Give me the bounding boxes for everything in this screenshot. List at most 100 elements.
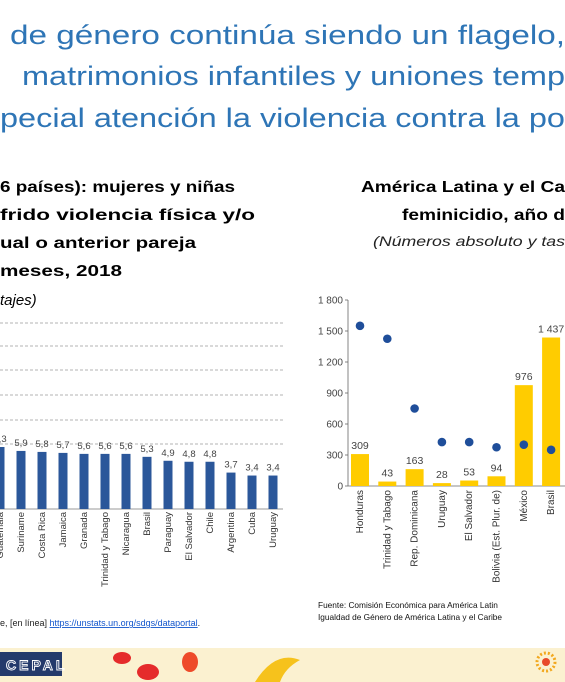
sun-icon — [535, 651, 557, 673]
decor — [113, 652, 131, 664]
value-label: 5,9 — [14, 438, 27, 449]
bar — [205, 461, 215, 509]
slide-title: pecial atención la violencia contra la p… — [0, 103, 565, 133]
value-label: 4,9 — [161, 448, 174, 459]
y-tick-label: 1 500 — [318, 327, 343, 338]
x-tick-label: Trinidad y Tabago — [382, 490, 393, 569]
bar — [100, 453, 110, 509]
x-tick-label: Rep. Dominicana — [410, 490, 421, 567]
bar — [542, 337, 561, 486]
bar — [79, 453, 89, 509]
chart-title: frido violencia física y/o — [0, 207, 255, 224]
source-text: e, [en línea] — [0, 618, 50, 628]
value-label: 94 — [491, 462, 503, 474]
bar — [268, 475, 278, 509]
x-tick-label: Jamaica — [58, 511, 69, 547]
bar — [58, 452, 68, 509]
value-label: 43 — [381, 468, 393, 480]
bar — [487, 476, 506, 486]
logo-box — [0, 652, 62, 676]
value-label: 3,4 — [245, 463, 258, 474]
x-tick-label: Paraguay — [163, 512, 174, 553]
x-tick-label: Costa Rica — [37, 511, 48, 558]
y-tick-label: 0 — [337, 482, 343, 493]
value-label: 5,6 — [77, 441, 90, 452]
x-tick-label: Bolivia (Est. Plur. de) — [492, 490, 503, 583]
y-tick-label: 900 — [326, 389, 343, 400]
bar — [0, 446, 5, 509]
source: e, [en línea] https://unstats.un.org/sdg… — [0, 618, 200, 628]
value-label: 1 437 — [538, 324, 564, 336]
x-tick-label: Nicaragua — [121, 511, 132, 555]
chart-subtitle: (Números absoluto y tas — [373, 233, 565, 249]
rate-dot — [546, 445, 556, 455]
x-tick-label: El Salvador — [184, 512, 195, 561]
x-tick-label: Granada — [79, 511, 90, 549]
x-tick-label: El Salvador — [464, 489, 475, 541]
chart-title: 6 países): mujeres y niñas — [0, 179, 235, 196]
bar — [432, 483, 451, 486]
x-tick-label: Guatemala — [0, 511, 6, 558]
value-label: 28 — [436, 469, 448, 481]
x-tick-label: Uruguay — [437, 490, 448, 528]
bar — [16, 450, 26, 509]
rate-dot — [383, 334, 392, 344]
chart-title: feminicidio, año d — [402, 207, 565, 224]
guide-lines — [0, 322, 283, 445]
value-label: 5,6 — [98, 441, 111, 452]
value-label: 53 — [463, 467, 475, 479]
source: Fuente: Comisión Económica para América … — [318, 600, 498, 610]
bar — [405, 469, 424, 486]
x-tick-label: México — [519, 490, 530, 522]
x-tick-label: Argentina — [226, 511, 237, 552]
slide-title: de género continúa siendo un flagelo, — [10, 20, 565, 50]
source: Igualdad de Género de América Latina y e… — [318, 612, 502, 622]
value-label: 4,8 — [182, 449, 195, 460]
decor — [255, 657, 300, 682]
bar — [184, 461, 194, 509]
value-label: 5,6 — [119, 441, 132, 452]
bar — [351, 454, 369, 486]
source-text: . — [198, 618, 201, 628]
bar — [142, 456, 152, 509]
bar — [121, 453, 131, 509]
rate-dot — [519, 440, 529, 449]
decor — [137, 664, 159, 680]
value-label: 3,7 — [224, 460, 237, 471]
x-tick-label: Brasil — [142, 512, 153, 536]
bar — [247, 475, 257, 509]
value-label: 5,7 — [56, 440, 69, 451]
x-tick-label: Trinidad y Tabago — [100, 512, 111, 587]
value-label: 4,8 — [203, 449, 216, 460]
x-tick-label: Honduras — [355, 490, 366, 533]
rate-dot — [410, 404, 419, 413]
y-tick-label: 1 200 — [318, 358, 343, 369]
x-tick-label: Uruguay — [268, 512, 279, 548]
rate-dot — [437, 437, 447, 447]
logo: CEPAL — [6, 657, 67, 673]
y-tick-label: 300 — [326, 451, 343, 462]
value-label: 5,8 — [35, 439, 48, 450]
x-tick-label: Chile — [205, 512, 216, 534]
rate-dot — [355, 321, 365, 331]
bar — [163, 460, 173, 509]
decor — [182, 652, 198, 672]
rate-dot — [464, 437, 474, 447]
source-link[interactable]: https://unstats.un.org/sdgs/dataportal — [50, 618, 198, 628]
x-tick-label: Cuba — [247, 511, 258, 534]
value-label: 5,3 — [140, 444, 153, 455]
value-label: 3,4 — [266, 463, 279, 474]
value-label: 6,3 — [0, 434, 7, 445]
slide-title: matrimonios infantiles y uniones temp — [22, 61, 565, 91]
chart-subtitle: tajes) — [0, 292, 37, 309]
y-tick-label: 1 800 — [318, 296, 343, 307]
bar — [514, 385, 533, 486]
value-label: 976 — [515, 371, 533, 383]
chart-title: ual o anterior pareja — [0, 235, 196, 252]
x-tick-label: Suriname — [16, 512, 27, 553]
bar — [226, 472, 236, 509]
value-label: 309 — [351, 440, 369, 452]
bar — [37, 451, 47, 509]
